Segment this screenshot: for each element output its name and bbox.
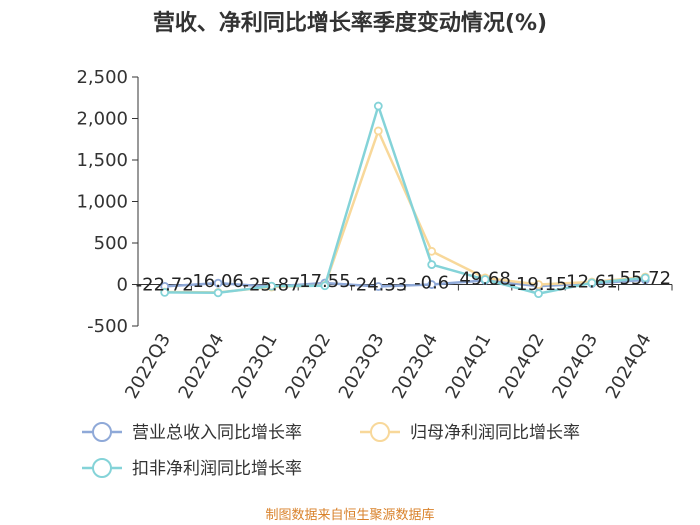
x-tick-label: 2024Q1 — [442, 330, 496, 402]
source-note: 制图数据来自恒生聚源数据库 — [265, 507, 434, 523]
x-tick-label: 2022Q3 — [121, 330, 175, 402]
y-tick-label: 2,500 — [76, 67, 128, 88]
chart-title: 营收、净利同比增长率季度变动情况(%) — [153, 10, 547, 36]
legend-item-2: 归母净利润同比增长率 — [360, 422, 580, 443]
legend-swatch-marker — [92, 422, 112, 442]
series-line-2 — [164, 129, 646, 294]
y-tick-label: 500 — [94, 233, 128, 254]
y-tick-label: 1,500 — [76, 150, 128, 171]
series-1-point — [427, 280, 437, 289]
x-tick-label: 2024Q4 — [602, 330, 656, 402]
series-3-point — [267, 281, 276, 291]
series-3-point — [320, 281, 330, 291]
x-tick-label: 2023Q1 — [228, 330, 282, 402]
series-3-point — [373, 101, 383, 111]
series-1-point — [373, 282, 383, 291]
data-label: 49.68 — [459, 268, 511, 289]
y-tick-label: 0 — [117, 275, 128, 296]
series-3-point — [160, 287, 170, 297]
y-tick-label: 1,000 — [76, 192, 128, 213]
legend-label: 归母净利润同比增长率 — [410, 423, 580, 443]
x-tick-label: 2024Q2 — [495, 330, 549, 402]
legend-label: 扣非净利润同比增长率 — [132, 459, 302, 479]
data-label: -0.6 — [414, 273, 449, 294]
legend-swatch-marker — [370, 422, 390, 442]
data-label: 16.06 — [192, 271, 244, 292]
x-tick-label: 2022Q4 — [175, 330, 229, 402]
legend-swatch-marker — [92, 458, 112, 478]
data-label: 12.61 — [566, 271, 618, 292]
legend-item-1: 营业总收入同比增长率 — [82, 422, 302, 443]
series-line-1 — [164, 278, 646, 288]
data-label: -22.72 — [136, 274, 194, 295]
data-label: 17.55 — [299, 271, 351, 292]
y-tick-label: 2,000 — [76, 109, 128, 130]
legend-item-3: 扣非净利润同比增长率 — [82, 458, 302, 479]
series-3-point — [427, 260, 437, 269]
series-3-point — [587, 278, 597, 288]
data-label: -19.15 — [509, 274, 567, 295]
data-label: -24.33 — [349, 275, 407, 296]
x-tick-label: 2023Q4 — [388, 330, 442, 402]
x-tick-label: 2023Q3 — [335, 330, 389, 402]
x-tick-label: 2024Q3 — [548, 330, 602, 402]
series-2-point — [373, 126, 383, 136]
series-2-point — [534, 280, 543, 289]
legend-label: 营业总收入同比增长率 — [132, 423, 302, 443]
series-3-point — [534, 289, 543, 299]
series-layer — [160, 101, 650, 299]
series-3-point — [640, 273, 650, 283]
series-3-point — [213, 288, 223, 298]
series-1-point — [213, 278, 223, 288]
data-label: 55.72 — [620, 268, 672, 289]
data-label: -25.87 — [242, 275, 300, 296]
series-line-3 — [164, 104, 646, 295]
series-3-point — [480, 275, 490, 284]
y-tick-label: -500 — [87, 316, 128, 337]
x-tick-label: 2023Q2 — [281, 330, 335, 402]
